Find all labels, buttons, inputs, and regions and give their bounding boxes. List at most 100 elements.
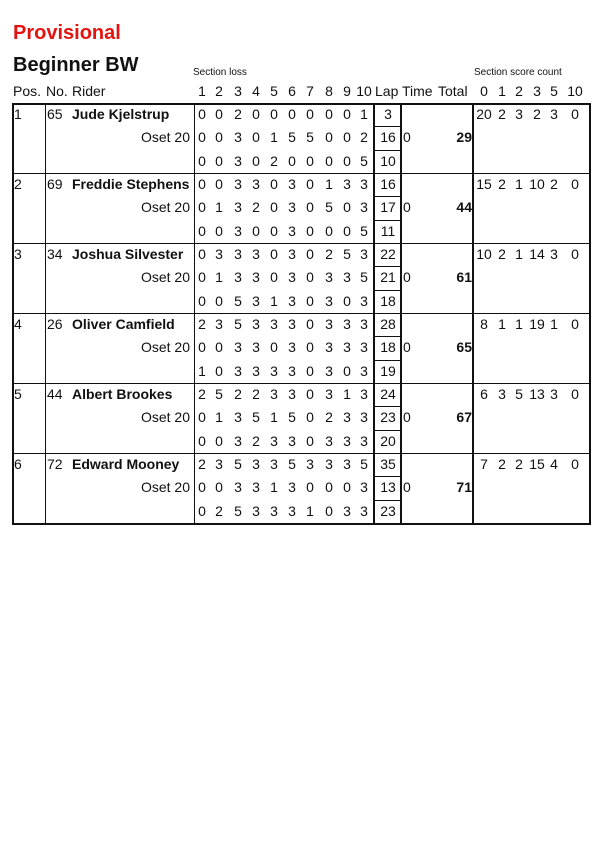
score-count: 8 bbox=[480, 316, 488, 332]
section-score: 1 bbox=[198, 362, 206, 379]
section-score: 3 bbox=[325, 362, 333, 379]
section-score: 5 bbox=[234, 316, 242, 332]
score-count: 14 bbox=[529, 246, 545, 262]
score-count: 0 bbox=[571, 456, 579, 472]
section-score: 5 bbox=[234, 292, 242, 309]
lap-total: 21 bbox=[380, 269, 396, 286]
section-score: 0 bbox=[306, 432, 314, 449]
score-count: 13 bbox=[529, 386, 545, 402]
section-score: 0 bbox=[270, 176, 278, 192]
row-divider bbox=[12, 313, 591, 314]
section-score: 0 bbox=[343, 292, 351, 309]
score-count: 1 bbox=[515, 176, 523, 192]
lap-box-divider bbox=[375, 219, 401, 221]
section-score: 3 bbox=[288, 432, 296, 449]
section-score: 3 bbox=[325, 292, 333, 309]
section-score: 5 bbox=[325, 199, 333, 216]
section-score: 3 bbox=[360, 479, 368, 496]
section-score: 3 bbox=[343, 176, 351, 192]
lap-box-divider bbox=[375, 359, 401, 361]
position: 6 bbox=[14, 456, 22, 472]
section-score: 0 bbox=[215, 339, 223, 356]
section-score: 5 bbox=[288, 456, 296, 472]
lap-total: 16 bbox=[380, 176, 396, 192]
total: 29 bbox=[456, 129, 472, 146]
rider-name: Oliver Camfield bbox=[72, 316, 175, 332]
section-score: 2 bbox=[198, 386, 206, 402]
section-score: 2 bbox=[270, 152, 278, 169]
lap-total: 17 bbox=[380, 199, 396, 216]
position: 1 bbox=[14, 106, 22, 122]
col-divider bbox=[400, 103, 402, 523]
score-count: 3 bbox=[515, 106, 523, 122]
section-score: 0 bbox=[215, 129, 223, 146]
section-score: 3 bbox=[252, 456, 260, 472]
section-score: 3 bbox=[343, 269, 351, 286]
section-score: 3 bbox=[325, 339, 333, 356]
section-score: 1 bbox=[270, 479, 278, 496]
section-score: 3 bbox=[288, 362, 296, 379]
section-score: 0 bbox=[343, 129, 351, 146]
section-score: 3 bbox=[343, 339, 351, 356]
section-score: 0 bbox=[306, 362, 314, 379]
section-score: 3 bbox=[252, 316, 260, 332]
section-score: 0 bbox=[198, 432, 206, 449]
section-score: 5 bbox=[234, 456, 242, 472]
section-score: 3 bbox=[325, 316, 333, 332]
section-score: 5 bbox=[343, 246, 351, 262]
table-top-border bbox=[12, 103, 591, 105]
score-count: 3 bbox=[550, 246, 558, 262]
section-score: 2 bbox=[360, 129, 368, 146]
section-score: 3 bbox=[270, 316, 278, 332]
section-score: 3 bbox=[215, 456, 223, 472]
lap-header: Lap bbox=[375, 83, 399, 99]
score-count: 5 bbox=[515, 386, 523, 402]
section-score: 5 bbox=[360, 222, 368, 239]
col-divider bbox=[45, 103, 46, 523]
rider-name: Freddie Stephens bbox=[72, 176, 190, 192]
section-score: 3 bbox=[234, 479, 242, 496]
score-count: 2 bbox=[498, 176, 506, 192]
section-score: 3 bbox=[234, 199, 242, 216]
section-score: 3 bbox=[252, 246, 260, 262]
section-score: 0 bbox=[198, 269, 206, 286]
section-score: 3 bbox=[252, 362, 260, 379]
section-score: 3 bbox=[234, 129, 242, 146]
section-score: 2 bbox=[198, 316, 206, 332]
section-score: 0 bbox=[325, 222, 333, 239]
position: 5 bbox=[14, 386, 22, 402]
section-score: 5 bbox=[288, 129, 296, 146]
section-score: 1 bbox=[215, 199, 223, 216]
section-header: 1 bbox=[198, 83, 206, 99]
section-score: 3 bbox=[252, 269, 260, 286]
section-score: 3 bbox=[360, 199, 368, 216]
section-header: 4 bbox=[252, 83, 260, 99]
section-score: 3 bbox=[215, 246, 223, 262]
time: 0 bbox=[403, 479, 411, 496]
section-score: 0 bbox=[198, 152, 206, 169]
count-header: 2 bbox=[515, 83, 523, 99]
section-score: 2 bbox=[234, 386, 242, 402]
section-score: 3 bbox=[343, 502, 351, 519]
pos-header: Pos. bbox=[13, 83, 42, 99]
section-score: 0 bbox=[325, 502, 333, 519]
score-count: 0 bbox=[571, 246, 579, 262]
score-count: 2 bbox=[498, 106, 506, 122]
section-score: 0 bbox=[270, 269, 278, 286]
section-score: 5 bbox=[234, 502, 242, 519]
section-score: 0 bbox=[198, 222, 206, 239]
total: 67 bbox=[456, 409, 472, 426]
section-score: 0 bbox=[306, 409, 314, 426]
bike: Oset 20 bbox=[140, 339, 190, 356]
score-count: 2 bbox=[533, 106, 541, 122]
lap-box-divider bbox=[375, 149, 401, 151]
lap-total: 24 bbox=[380, 386, 396, 402]
bike: Oset 20 bbox=[140, 479, 190, 496]
section-score: 3 bbox=[288, 176, 296, 192]
col-divider bbox=[472, 103, 474, 523]
section-score: 1 bbox=[360, 106, 368, 122]
lap-box-divider bbox=[375, 406, 401, 408]
section-score: 5 bbox=[360, 456, 368, 472]
score-count: 1 bbox=[550, 316, 558, 332]
score-count: 0 bbox=[571, 386, 579, 402]
